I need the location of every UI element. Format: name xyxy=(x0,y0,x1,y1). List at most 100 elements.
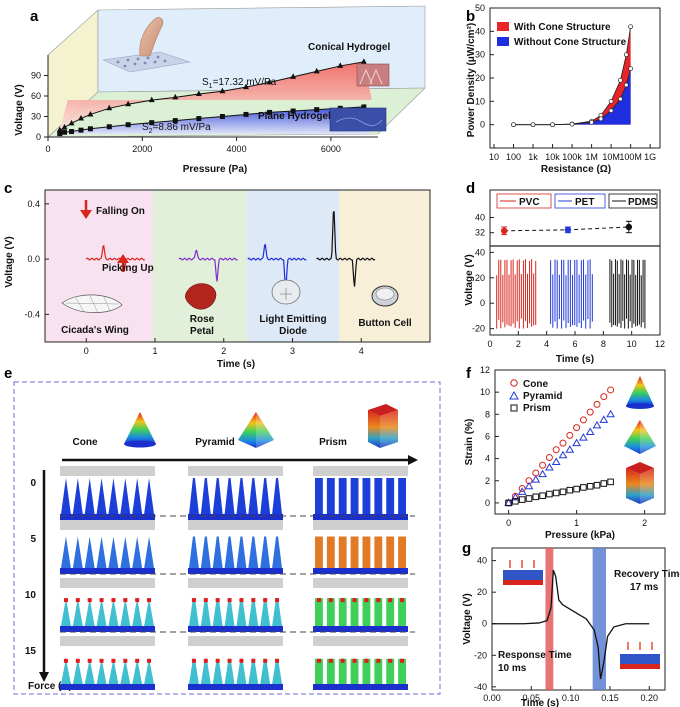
a-plane-point xyxy=(172,118,178,124)
e-cone-element xyxy=(72,598,83,626)
b-point xyxy=(608,98,614,104)
e-substrate xyxy=(313,684,408,690)
b-ytick-label: 10 xyxy=(475,96,485,106)
a-conical-point xyxy=(68,119,75,126)
e-stress-hotspot xyxy=(215,658,220,663)
e-cone-element xyxy=(84,658,95,684)
f-cone-point xyxy=(552,446,560,454)
a-plane-point xyxy=(87,126,93,132)
e-press-plate xyxy=(313,636,408,646)
b-point xyxy=(589,119,594,125)
b-point xyxy=(530,122,536,128)
rose-petal-illustration xyxy=(185,283,217,310)
e-cone-element xyxy=(108,658,119,684)
panel-label-c: c xyxy=(4,180,12,197)
g-recovery-band xyxy=(592,548,607,690)
panel-label-g: g xyxy=(462,540,471,557)
e-prism-element xyxy=(374,658,383,684)
e-pyramid-element xyxy=(224,658,235,684)
e-force-5: 5 xyxy=(30,534,36,545)
a-ytick-label: 0 xyxy=(36,132,41,142)
s1-symbol: S xyxy=(202,77,209,88)
f-ytick-label: 6 xyxy=(485,431,490,441)
e-press-plate xyxy=(60,466,155,476)
e-substrate xyxy=(313,514,408,520)
e-cone-element xyxy=(96,658,107,684)
b-point xyxy=(598,116,604,122)
b-area-without-cone xyxy=(513,68,631,125)
e-stress-hotspot xyxy=(215,598,220,603)
e-stress-hotspot xyxy=(63,658,68,663)
a-xtick-label: 2000 xyxy=(132,144,152,154)
e-substrate xyxy=(188,514,283,520)
g-y-label: Voltage (V) xyxy=(462,593,473,644)
e-prism-element xyxy=(362,536,371,568)
b-point xyxy=(608,108,614,114)
c-label-button-cell: Button Cell xyxy=(358,318,412,329)
a-plane-point xyxy=(149,120,155,126)
f-cone-point xyxy=(566,431,574,439)
a-ticks: 0 2000 4000 6000 0 30 60 90 xyxy=(31,71,341,155)
panel-b: b 10 100 1k 10k 100k 1M 10M 100M 1G 0 10 20 30 40 50 W… xyxy=(466,3,661,175)
f-xtick-label: 0 xyxy=(506,518,511,528)
e-cone-element xyxy=(120,658,131,684)
f-y-label: Strain (%) xyxy=(464,419,475,466)
f-marks xyxy=(504,386,615,507)
e-cone-element xyxy=(84,536,95,568)
e-press-plate xyxy=(313,578,408,588)
f-cone-point xyxy=(607,386,615,394)
b-ytick-label: 20 xyxy=(475,73,485,83)
d-mean-point-pet xyxy=(564,226,572,234)
b-xtick-label: 100 xyxy=(506,152,521,162)
e-cone-element xyxy=(61,536,71,568)
e-cone-element xyxy=(72,536,83,568)
e-cone-element xyxy=(108,536,119,568)
e-shape-pyramid: Pyramid xyxy=(195,437,234,448)
e-cone-element xyxy=(132,658,143,684)
e-prism-element xyxy=(315,658,323,684)
e-prism-element xyxy=(338,478,347,514)
e-cone-element xyxy=(84,598,95,626)
e-cone-element xyxy=(132,536,143,568)
falling-on-label: Falling On xyxy=(96,206,145,217)
b-xtick-label: 1M xyxy=(585,152,598,162)
e-stress-hotspot xyxy=(99,658,104,663)
e-substrate xyxy=(188,626,283,632)
g-ytick-label: -20 xyxy=(474,650,487,660)
b-ytick-label: 30 xyxy=(475,50,485,60)
e-pyramid-element xyxy=(224,536,235,568)
c-frame xyxy=(44,189,431,343)
e-prism-element xyxy=(326,598,335,626)
d-ytick-bottom-label: 40 xyxy=(475,247,485,257)
f-ytick-label: 2 xyxy=(485,476,490,486)
f-pyramid-point xyxy=(531,475,541,483)
b-y-label: Power Density (μW/cm²) xyxy=(466,23,477,137)
a-conical-point xyxy=(125,100,132,107)
b-x-label: Resistance (Ω) xyxy=(541,164,611,175)
e-force-axis-label: Force (N) xyxy=(28,681,72,692)
c-label-rose: Rose xyxy=(190,314,215,325)
f-pyramid-point xyxy=(524,481,534,490)
g-recovery-label: Recovery Time xyxy=(614,569,680,580)
c-ytick-label: -0.4 xyxy=(24,309,40,319)
e-cone-element xyxy=(132,598,143,626)
a-conical-point xyxy=(219,87,226,94)
b-point xyxy=(550,122,555,128)
f-prism-point xyxy=(566,486,574,494)
e-stress-hotspot xyxy=(388,658,393,663)
conical-hydrogel-label: Conical Hydrogel xyxy=(308,42,390,53)
e-stress-hotspot xyxy=(328,598,333,603)
e-prism-element xyxy=(374,478,383,514)
f-pyramid-point xyxy=(558,450,568,459)
f-cone-point xyxy=(600,393,608,401)
c-ticks: 0 1 2 3 4 0.4 0.0 -0.4 xyxy=(24,199,363,356)
d-legend: PVC PET PDMS xyxy=(496,193,658,209)
a-plane-point xyxy=(62,129,67,135)
a-conical-point xyxy=(195,90,202,96)
e-cone-element xyxy=(96,598,107,626)
d-legend-pvc: PVC xyxy=(519,197,540,208)
a-conical-point xyxy=(56,126,63,133)
e-stress-hotspot xyxy=(87,658,92,663)
